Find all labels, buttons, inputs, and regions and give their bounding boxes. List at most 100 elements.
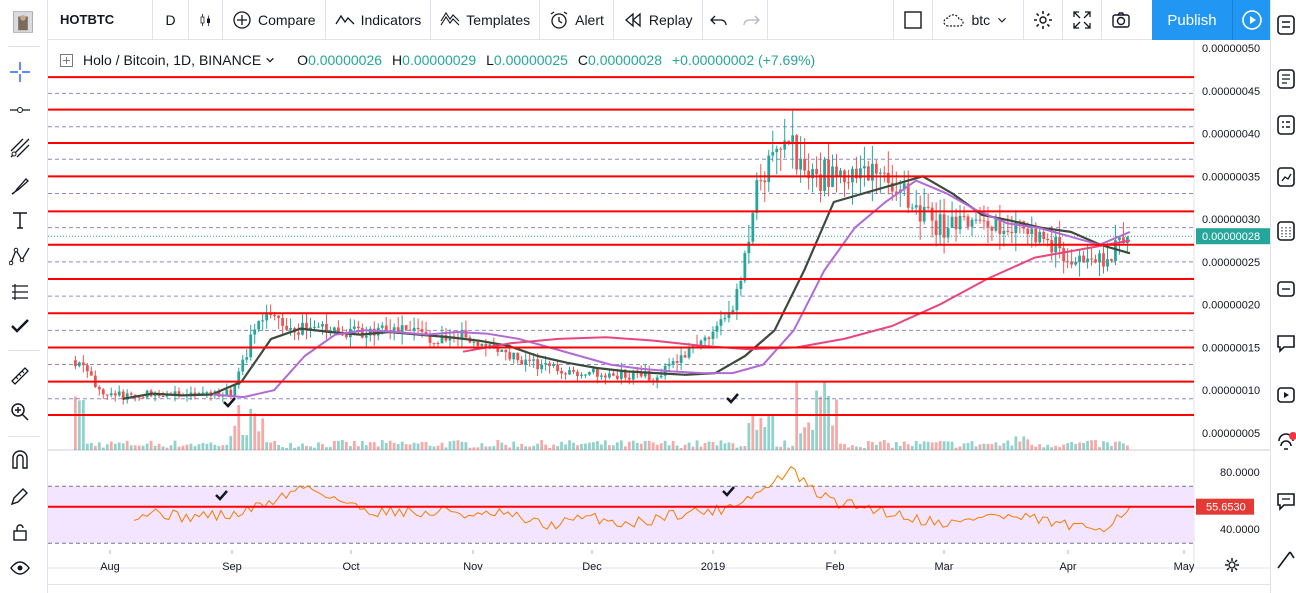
candle-body bbox=[914, 205, 918, 208]
axis-settings-gear-icon[interactable] bbox=[1225, 558, 1239, 572]
replay-button[interactable]: Replay bbox=[614, 0, 703, 40]
calendar-icon[interactable] bbox=[1275, 218, 1296, 244]
lock-icon[interactable] bbox=[6, 518, 34, 546]
pattern-icon[interactable] bbox=[6, 242, 34, 270]
templates-button[interactable]: Templates bbox=[431, 0, 541, 40]
volume-bar bbox=[1078, 442, 1081, 450]
watchlist-icon[interactable] bbox=[1275, 12, 1296, 38]
volume-bar bbox=[245, 435, 249, 450]
candle-body bbox=[432, 342, 436, 344]
ideas-icon[interactable] bbox=[1275, 276, 1296, 302]
compare-button[interactable]: Compare bbox=[223, 0, 326, 40]
candle-body bbox=[153, 394, 157, 397]
price-tick-label: 0.00000045 bbox=[1202, 86, 1260, 98]
volume-bar bbox=[432, 446, 436, 450]
rsi-value-badge bbox=[1196, 498, 1254, 515]
candle-body bbox=[109, 393, 113, 396]
expand-legend-icon[interactable] bbox=[60, 53, 73, 67]
volume-bar bbox=[775, 446, 779, 450]
candle-body bbox=[623, 369, 627, 378]
news-icon[interactable] bbox=[1275, 66, 1296, 92]
undo-button[interactable] bbox=[703, 0, 735, 40]
chart-style-button[interactable] bbox=[189, 0, 223, 40]
chevron-down-icon[interactable] bbox=[265, 55, 275, 65]
volume-bar bbox=[1070, 441, 1074, 450]
volume-bar bbox=[863, 447, 866, 450]
time-tick-label: Feb bbox=[826, 561, 845, 573]
volume-bar bbox=[1002, 443, 1006, 450]
help-icon[interactable] bbox=[1275, 548, 1296, 574]
legend-title[interactable]: Holo / Bitcoin, 1D, BINANCE bbox=[83, 52, 262, 68]
candle-body bbox=[938, 214, 942, 236]
crosshair-icon[interactable] bbox=[6, 58, 34, 86]
volume-bar bbox=[408, 444, 412, 450]
messages-icon[interactable] bbox=[1275, 488, 1296, 514]
pitchfork-icon[interactable] bbox=[6, 134, 34, 162]
publish-button[interactable]: Publish bbox=[1152, 0, 1232, 40]
alert-button[interactable]: Alert bbox=[540, 0, 614, 40]
layout-selector[interactable]: btc bbox=[933, 0, 1025, 40]
candle-body bbox=[97, 387, 101, 390]
volume-bar bbox=[811, 429, 814, 450]
camera-icon bbox=[1112, 11, 1130, 28]
ruler-icon[interactable] bbox=[6, 362, 34, 390]
candle-body bbox=[918, 205, 922, 222]
volume-bar bbox=[257, 431, 261, 450]
candle-body bbox=[141, 397, 145, 399]
time-tick-label: Aug bbox=[100, 561, 120, 573]
volume-bar bbox=[81, 399, 85, 450]
candle-body bbox=[548, 363, 551, 367]
trend-line-icon[interactable] bbox=[6, 96, 34, 124]
data-window-icon[interactable] bbox=[1275, 112, 1296, 138]
chat-icon[interactable] bbox=[1275, 330, 1296, 356]
snapshot-button[interactable] bbox=[1102, 0, 1140, 40]
volume-bar bbox=[416, 443, 420, 450]
streams-icon[interactable] bbox=[1275, 382, 1296, 408]
fullscreen-button[interactable] bbox=[1063, 0, 1103, 40]
volume-bar bbox=[480, 443, 484, 450]
candle-body bbox=[1002, 230, 1006, 234]
price-chart-svg[interactable]: 0.00000050 0.00000045 0.00000040 0.00000035… bbox=[48, 40, 1270, 593]
eye-icon[interactable] bbox=[6, 554, 34, 582]
play-button[interactable] bbox=[1232, 0, 1270, 40]
volume-bar bbox=[747, 423, 751, 450]
candle-body bbox=[902, 183, 906, 190]
redo-button[interactable] bbox=[735, 0, 768, 40]
volume-bar bbox=[592, 442, 595, 450]
candle-body bbox=[603, 375, 607, 378]
price-tick-label: 0.00000050 bbox=[1202, 43, 1260, 55]
fullscreen-layout-button[interactable] bbox=[892, 0, 933, 40]
high-label: H bbox=[392, 52, 403, 68]
templates-label: Templates bbox=[466, 11, 531, 28]
candle-body bbox=[540, 364, 544, 370]
zoom-in-icon[interactable] bbox=[6, 398, 34, 426]
settings-button[interactable] bbox=[1024, 0, 1064, 40]
candle-body bbox=[352, 326, 356, 329]
chart-area[interactable]: 0.00000050 0.00000045 0.00000040 0.00000035… bbox=[48, 40, 1270, 593]
candle-body bbox=[751, 212, 755, 242]
stay-drawing-icon[interactable] bbox=[6, 482, 34, 510]
candle-body bbox=[528, 359, 532, 361]
candle-body bbox=[886, 172, 890, 183]
candle-body bbox=[727, 312, 731, 318]
brush-icon[interactable] bbox=[6, 172, 34, 200]
checkmark-icon[interactable] bbox=[6, 312, 34, 340]
volume-bar bbox=[428, 445, 432, 450]
notifications-icon[interactable] bbox=[1275, 428, 1296, 454]
volume-bar bbox=[942, 441, 946, 450]
candle-body bbox=[105, 394, 109, 396]
volume-bar bbox=[607, 445, 611, 450]
magnet-icon[interactable] bbox=[6, 446, 34, 474]
prediction-icon[interactable] bbox=[6, 278, 34, 306]
volume-bar bbox=[213, 444, 217, 450]
candle-body bbox=[1050, 240, 1054, 253]
volume-bar bbox=[265, 442, 269, 450]
avatar[interactable] bbox=[8, 6, 38, 38]
symbol-search[interactable]: HOTBTC bbox=[48, 0, 153, 40]
text-tool-icon[interactable] bbox=[6, 206, 34, 234]
hotlist-icon[interactable] bbox=[1275, 164, 1296, 190]
indicators-button[interactable]: Indicators bbox=[326, 0, 432, 40]
candle-body bbox=[297, 332, 300, 335]
volume-bar bbox=[755, 429, 759, 450]
interval-selector[interactable]: D bbox=[153, 0, 189, 40]
